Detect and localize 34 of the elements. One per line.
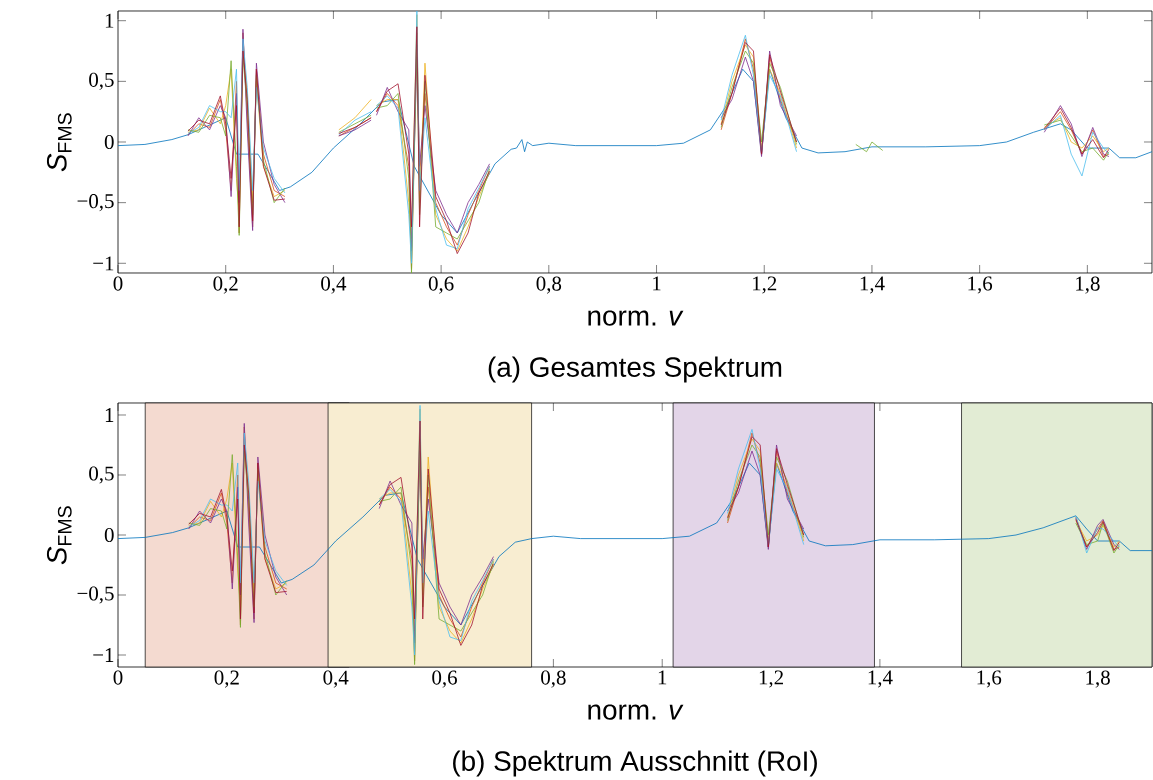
x-tick-label: 1,4: [860, 276, 885, 294]
text: (b) Spektrum Ausschnitt (RoI): [453, 750, 817, 777]
text: (a) Gesamtes Spektrum: [488, 356, 782, 383]
x-tick-label: 0,6: [432, 670, 457, 688]
x-tick-label: 0,2: [213, 276, 238, 294]
x-axis-title: norm. v: [588, 704, 684, 720]
y-tick-label: −1: [93, 256, 114, 271]
x-tick-label: 0,4: [321, 276, 347, 294]
y-tick-label: 0,5: [89, 72, 114, 90]
y-tick-label: 0: [104, 527, 114, 543]
x-tick-label: 1,8: [1086, 670, 1110, 688]
x-tick-label: 0,4: [323, 670, 349, 688]
x-tick-label: 1,6: [977, 670, 1002, 688]
y-tick-label: −0,5: [77, 194, 114, 212]
y-tick-label: 0,5: [89, 466, 114, 484]
x-tick-label: 0,8: [536, 276, 562, 294]
x-tick-label: 1,2: [759, 670, 783, 688]
x-tick-label: 1,4: [868, 670, 893, 688]
y-tick-label: −1: [93, 648, 114, 662]
x-tick-label: 0,8: [541, 670, 566, 688]
x-tick-label: 0,6: [428, 276, 454, 294]
x-axis-title: norm. v: [588, 310, 684, 326]
y-tick-label: −0,5: [77, 586, 114, 604]
y-axis-title: S$_{FMS}$: [46, 113, 72, 172]
x-tick-label: 1: [658, 670, 667, 685]
x-tick-label: 1,8: [1076, 276, 1100, 294]
y-tick-label: 1: [105, 13, 114, 28]
y-tick-label: 1: [105, 408, 114, 422]
x-tick-label: 1: [653, 276, 661, 291]
y-tick-label: 0: [104, 134, 114, 150]
y-axis-title: S$_{FMS}$: [46, 506, 72, 565]
x-tick-label: 1,2: [753, 276, 777, 294]
x-tick-label: 0,2: [214, 670, 239, 688]
x-tick-label: 1,6: [968, 276, 993, 294]
